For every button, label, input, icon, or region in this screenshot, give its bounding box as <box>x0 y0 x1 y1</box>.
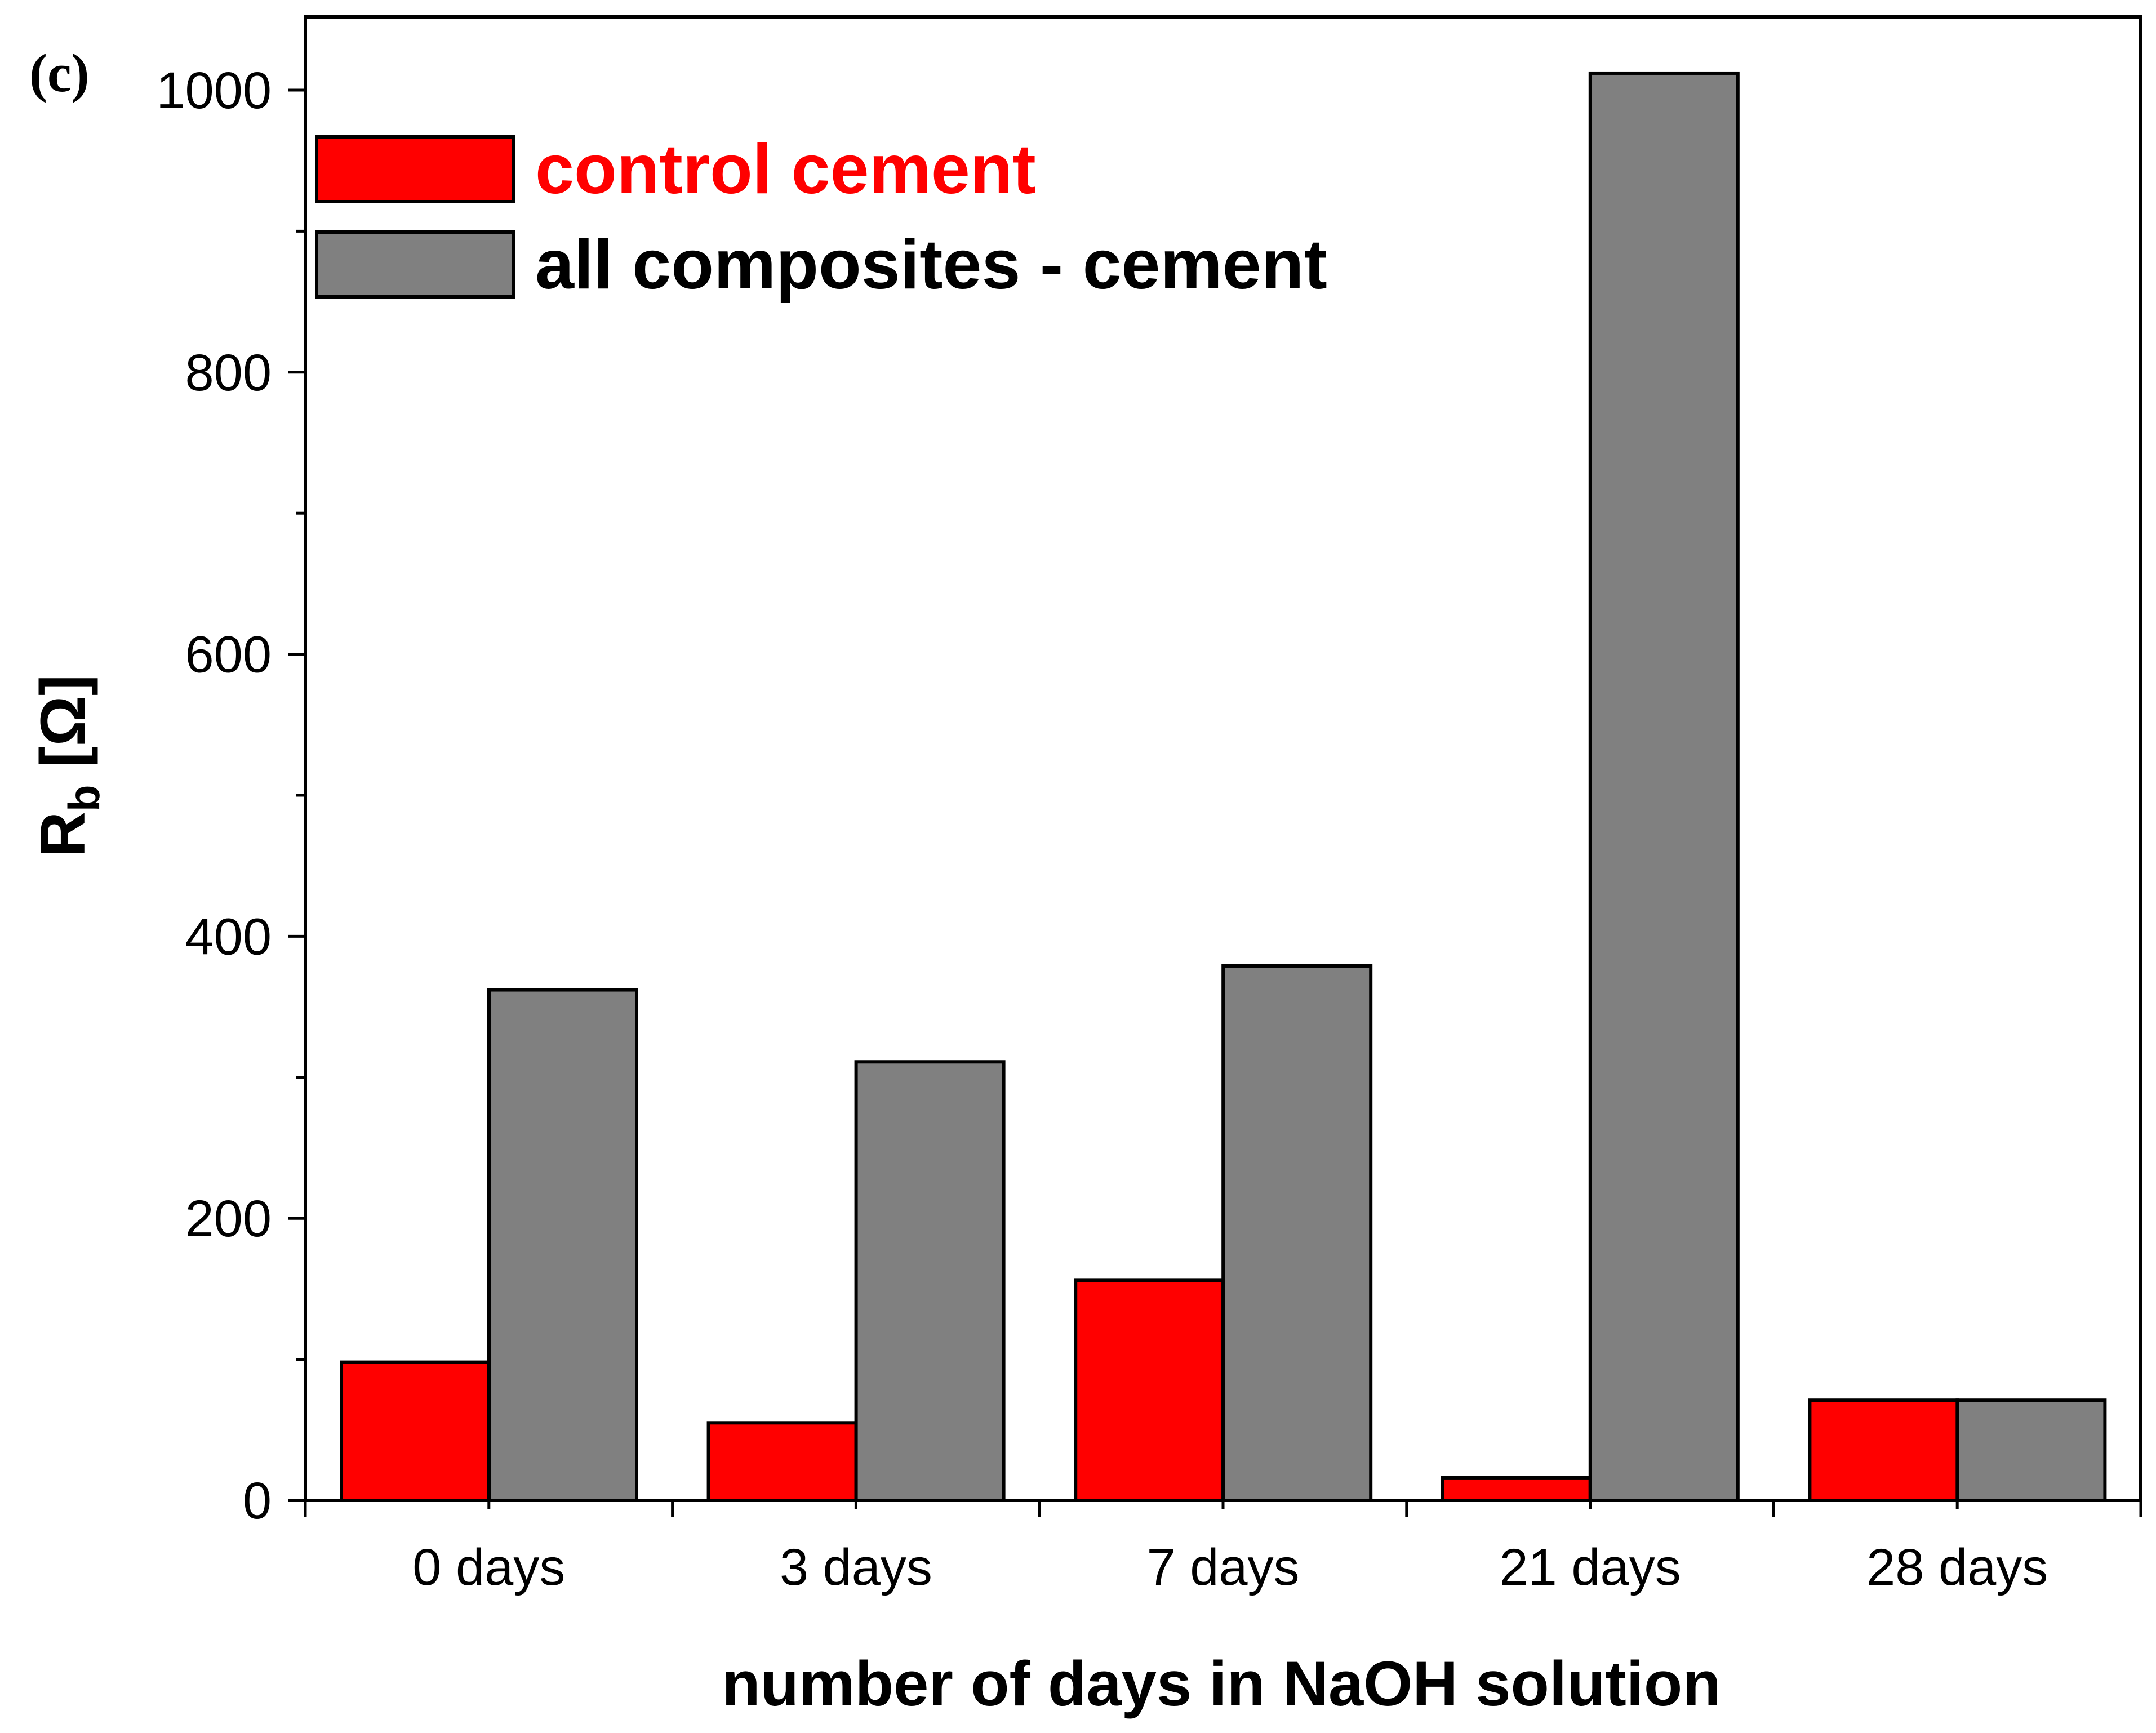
bar-control-0 <box>340 1360 491 1502</box>
y-tick-label: 800 <box>185 344 272 402</box>
legend-label-control: control cement <box>535 131 1036 208</box>
x-tick-label: 0 days <box>412 1539 565 1596</box>
legend-label-composite: all composites - cement <box>535 226 1327 304</box>
x-tick-label: 21 days <box>1499 1539 1681 1596</box>
bar-control-3 <box>1441 1476 1592 1503</box>
y-axis: 0 200 400 600 800 1000 <box>156 62 305 1530</box>
x-axis: 0 days 3 days 7 days 21 days 28 days <box>304 1500 2142 1596</box>
bar-composite-0 <box>487 988 638 1502</box>
y-tick-label: 1000 <box>156 62 272 119</box>
legend-swatch-composite <box>315 230 515 299</box>
y-axis-title-sub: b <box>59 785 109 812</box>
bar-control-4 <box>1808 1398 1959 1503</box>
panel-label: (c) <box>29 43 90 103</box>
y-axis-title: Rb [Ω] <box>28 675 109 857</box>
x-axis-title: number of days in NaOH solution <box>722 1649 1721 1719</box>
y-tick-label: 400 <box>185 908 272 965</box>
x-tick-label: 28 days <box>1866 1539 2048 1596</box>
bar-control-1 <box>706 1421 858 1503</box>
bars-group <box>340 71 2107 1503</box>
bar-composite-1 <box>854 1060 1006 1502</box>
y-tick-label: 0 <box>243 1472 272 1530</box>
y-tick-label: 200 <box>185 1190 272 1248</box>
bar-control-2 <box>1074 1278 1225 1502</box>
bar-composite-2 <box>1221 964 1373 1502</box>
legend: control cement all composites - cement <box>315 131 1327 304</box>
x-tick-label: 7 days <box>1146 1539 1299 1596</box>
x-tick-label: 3 days <box>780 1539 932 1596</box>
legend-swatch-control <box>315 135 515 203</box>
bar-composite-4 <box>1955 1398 2107 1503</box>
bar-composite-3 <box>1588 71 1740 1503</box>
y-tick-label: 600 <box>185 626 272 684</box>
y-axis-title-main: R <box>28 812 98 857</box>
y-axis-title-unit: [Ω] <box>28 675 98 785</box>
